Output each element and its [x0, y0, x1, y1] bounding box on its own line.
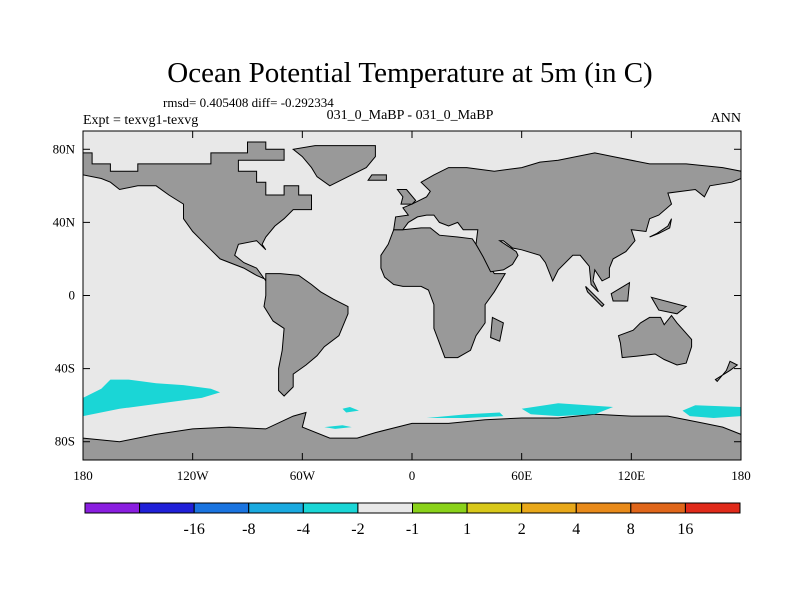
- colorbar-label: 1: [463, 521, 471, 538]
- land-mass-2: [292, 145, 376, 187]
- colorbar-bin-4: [248, 502, 304, 514]
- anomaly-region-5: [521, 403, 614, 417]
- colorbar-bin-2: [139, 502, 195, 514]
- x-tick-label: 180: [73, 468, 93, 483]
- land-mass-9: [367, 174, 387, 181]
- colorbar-bin-6: [357, 502, 414, 514]
- anomaly-layer: [83, 379, 741, 429]
- x-axis: 180 120W 60W 0 60E 120E 180: [73, 131, 751, 483]
- land-mass-15: [714, 360, 739, 383]
- x-tick-label: 0: [409, 468, 416, 483]
- chart-title: Ocean Potential Temperature at 5m (in C): [167, 57, 652, 89]
- colorbar-bin-5: [302, 502, 359, 514]
- land-mass-13: [650, 296, 688, 315]
- season-label: ANN: [711, 111, 741, 126]
- colorbar-label: -1: [406, 521, 419, 538]
- map-plot-area: [82, 130, 742, 461]
- colorbar-bin-3: [193, 502, 250, 514]
- colorbar-label: 4: [572, 521, 580, 538]
- land-mass-3: [263, 273, 349, 397]
- colorbar-label: 8: [627, 521, 635, 538]
- stats-text: rmsd= 0.405408 diff= -0.292334: [163, 95, 334, 110]
- x-tick-label: 120E: [618, 468, 646, 483]
- y-tick-label: 80N: [53, 141, 76, 156]
- colorbar-label: 16: [677, 521, 693, 538]
- colorbar-label: -16: [184, 521, 205, 538]
- colorbar-bin-8: [466, 502, 523, 514]
- land-layer: [82, 141, 742, 461]
- colorbar-label: -4: [297, 521, 310, 538]
- land-mass-5: [393, 152, 742, 293]
- colorbar-label: 2: [518, 521, 526, 538]
- y-tick-label: 0: [69, 288, 76, 303]
- colorbar-label: -2: [351, 521, 364, 538]
- anomaly-region-1: [83, 379, 221, 417]
- colorbar-bin-7: [412, 502, 468, 514]
- land-mass-7: [82, 411, 742, 461]
- land-mass-8: [396, 189, 417, 205]
- x-tick-label: 120W: [177, 468, 210, 483]
- land-mass-4: [380, 227, 507, 359]
- y-axis: 80N 40N 0 40S 80S: [53, 141, 741, 449]
- colorbar: -16 -8 -4 -2 -1 1 2 4 8 16: [84, 502, 741, 538]
- experiment-label: Expt = texvg1-texvg: [83, 113, 198, 128]
- anomaly-region-3: [324, 425, 352, 429]
- colorbar-bin-9: [521, 502, 577, 514]
- land-mass-10: [490, 316, 504, 342]
- colorbar-bin-10: [575, 502, 632, 514]
- y-tick-label: 80S: [55, 434, 75, 449]
- land-mass-12: [610, 281, 631, 302]
- land-mass-6: [617, 314, 693, 366]
- colorbar-bin-12: [684, 502, 741, 514]
- x-tick-label: 180: [731, 468, 751, 483]
- colorbar-bin-1: [84, 502, 141, 514]
- x-tick-label: 60W: [290, 468, 316, 483]
- x-tick-label: 60E: [511, 468, 532, 483]
- colorbar-bin-11: [630, 502, 686, 514]
- colorbar-label: -8: [242, 521, 255, 538]
- land-mass-1: [82, 141, 312, 282]
- y-tick-label: 40S: [55, 361, 75, 376]
- center-label: 031_0_MaBP - 031_0_MaBP: [327, 108, 494, 123]
- land-mass-11: [585, 286, 605, 308]
- anomaly-region-2: [342, 407, 359, 413]
- anomaly-region-6: [682, 405, 741, 418]
- y-tick-label: 40N: [53, 214, 76, 229]
- land-mass-14: [649, 218, 672, 238]
- anomaly-region-4: [426, 412, 504, 418]
